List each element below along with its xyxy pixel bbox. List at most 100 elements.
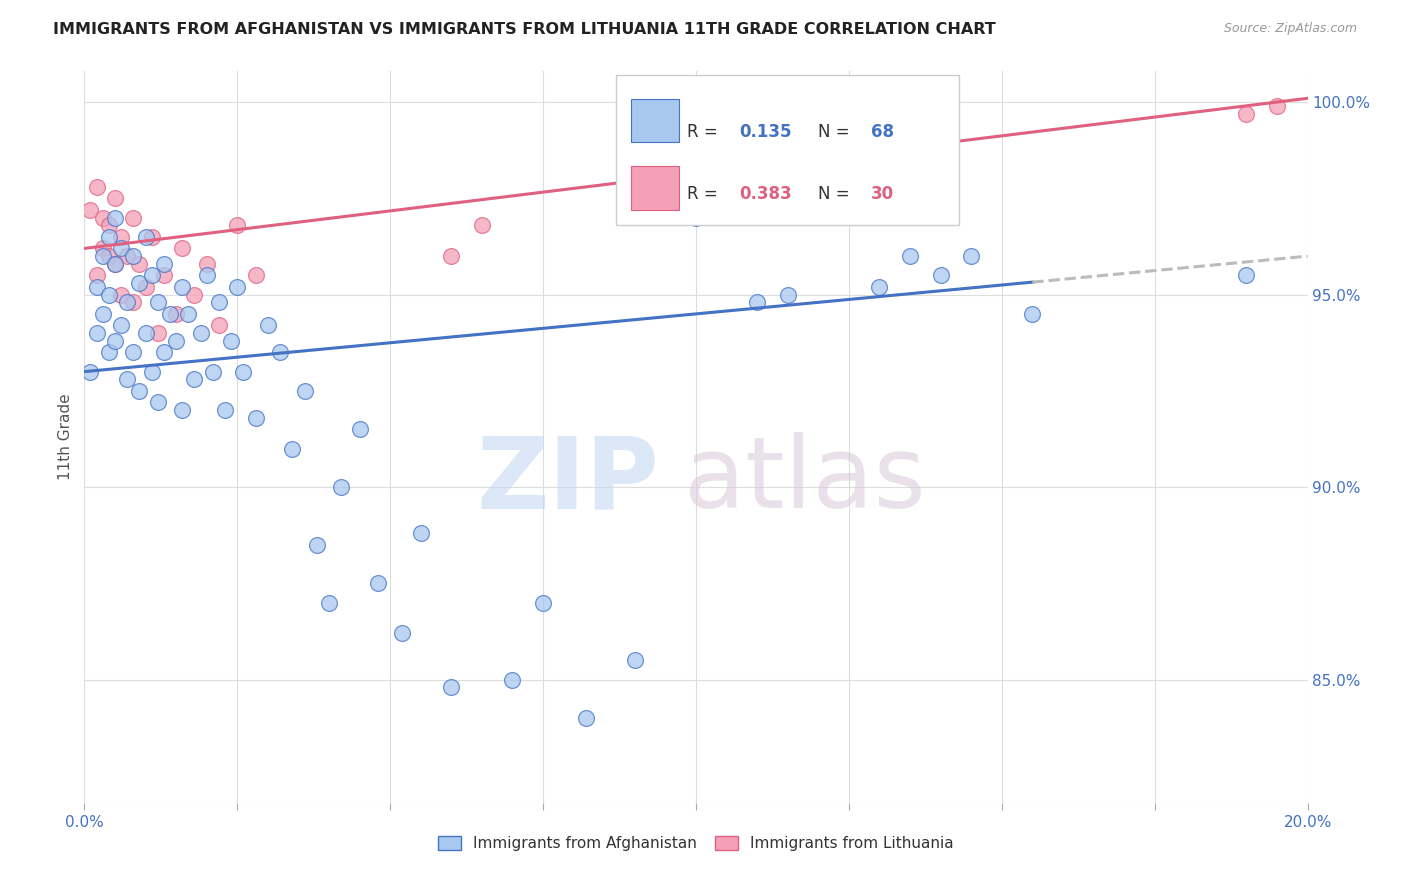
Point [929, 268, 952, 283]
Point [146, 395, 169, 409]
Point [898, 249, 921, 263]
Y-axis label: 11th Grade: 11th Grade [58, 393, 73, 481]
Point [960, 249, 983, 263]
Point [349, 422, 371, 436]
Point [110, 230, 132, 244]
Point [91, 307, 114, 321]
Point [141, 230, 163, 244]
Point [226, 219, 249, 233]
Point [391, 626, 413, 640]
Point [232, 365, 254, 379]
Point [128, 257, 150, 271]
Point [440, 681, 463, 695]
Point [409, 526, 432, 541]
Point [128, 276, 150, 290]
Point [153, 345, 176, 359]
Point [104, 257, 127, 271]
Point [208, 295, 231, 310]
Point [86, 179, 108, 194]
Point [110, 242, 132, 256]
Point [245, 268, 267, 283]
Point [115, 295, 138, 310]
Point [318, 596, 340, 610]
Point [776, 287, 799, 301]
Text: 0.383: 0.383 [738, 186, 792, 203]
Point [86, 268, 108, 283]
Point [159, 307, 181, 321]
Point [146, 326, 169, 340]
FancyBboxPatch shape [631, 99, 679, 143]
Point [153, 268, 176, 283]
Point [165, 307, 187, 321]
Point [91, 249, 114, 263]
Point [807, 191, 830, 205]
Point [135, 230, 157, 244]
Point [219, 334, 242, 348]
Point [195, 268, 218, 283]
Point [190, 326, 212, 340]
Point [177, 307, 200, 321]
Text: 68: 68 [870, 123, 894, 141]
Point [294, 384, 316, 398]
Point [1021, 307, 1043, 321]
Point [245, 410, 267, 425]
Point [135, 280, 157, 294]
Point [122, 249, 145, 263]
Text: R =: R = [688, 123, 724, 141]
Point [97, 287, 120, 301]
Point [97, 249, 120, 263]
FancyBboxPatch shape [631, 167, 679, 210]
Point [128, 384, 150, 398]
Point [104, 334, 127, 348]
Point [440, 249, 463, 263]
Text: ZIP: ZIP [477, 433, 659, 530]
Point [97, 345, 120, 359]
Point [869, 280, 891, 294]
Text: 0.135: 0.135 [738, 123, 792, 141]
Point [104, 211, 127, 225]
Point [195, 257, 218, 271]
Text: 30: 30 [870, 186, 894, 203]
Point [624, 653, 647, 667]
Point [141, 365, 163, 379]
Point [208, 318, 231, 333]
Point [79, 202, 101, 217]
Point [122, 345, 145, 359]
Point [146, 295, 169, 310]
Point [1236, 106, 1258, 120]
Point [165, 334, 187, 348]
Point [172, 280, 194, 294]
Point [115, 249, 138, 263]
Point [502, 673, 524, 687]
Point [471, 219, 494, 233]
Point [747, 295, 769, 310]
Point [281, 442, 304, 456]
Point [1265, 99, 1288, 113]
Point [86, 326, 108, 340]
Point [257, 318, 280, 333]
Point [1236, 268, 1258, 283]
Point [135, 326, 157, 340]
Text: N =: N = [818, 123, 855, 141]
Point [141, 268, 163, 283]
Point [183, 287, 205, 301]
Point [91, 211, 114, 225]
Point [86, 280, 108, 294]
Point [214, 403, 236, 417]
Point [97, 230, 120, 244]
Point [153, 257, 176, 271]
Text: IMMIGRANTS FROM AFGHANISTAN VS IMMIGRANTS FROM LITHUANIA 11TH GRADE CORRELATION : IMMIGRANTS FROM AFGHANISTAN VS IMMIGRANT… [53, 22, 997, 37]
Point [183, 372, 205, 386]
FancyBboxPatch shape [616, 75, 959, 225]
Point [305, 538, 328, 552]
Point [172, 403, 194, 417]
Point [122, 211, 145, 225]
Point [79, 365, 101, 379]
Point [115, 372, 138, 386]
Legend: Immigrants from Afghanistan, Immigrants from Lithuania: Immigrants from Afghanistan, Immigrants … [432, 830, 960, 857]
Point [330, 480, 353, 494]
Point [531, 596, 554, 610]
Point [269, 345, 291, 359]
Point [226, 280, 249, 294]
Point [122, 295, 145, 310]
